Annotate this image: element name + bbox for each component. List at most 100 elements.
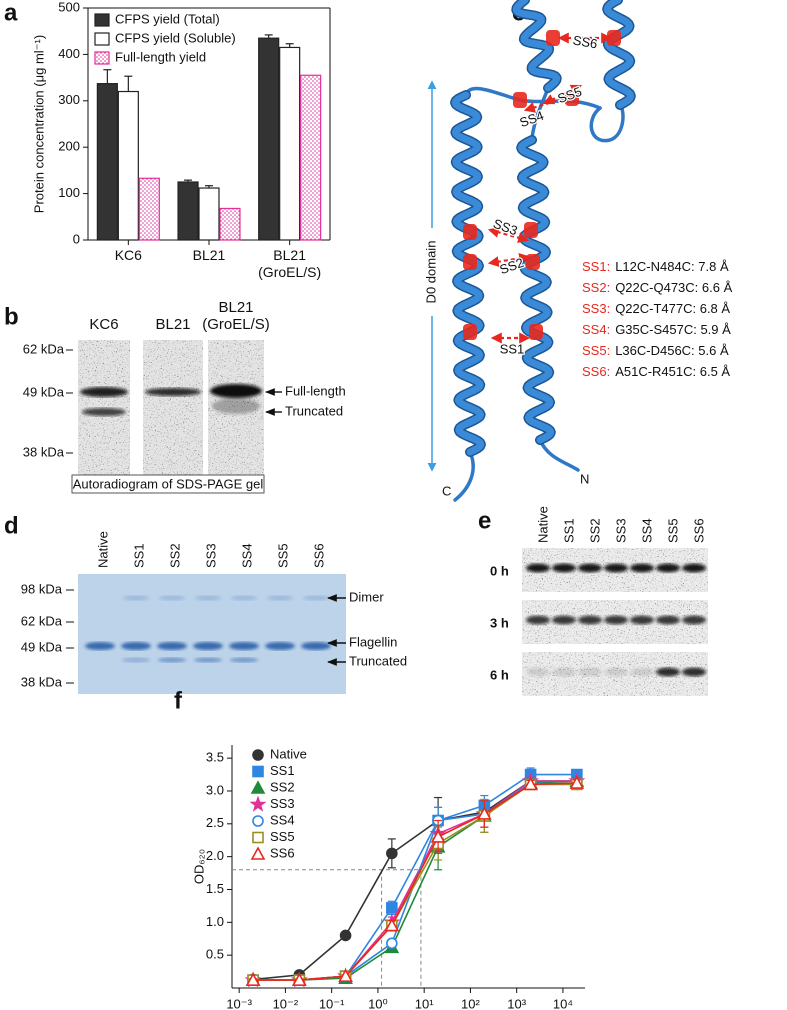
legend-label: SS6: [270, 845, 295, 860]
timepoint-label: 6 h: [490, 667, 509, 682]
error-bar: [124, 75, 133, 92]
x-tick-label: 10⁻²: [273, 996, 299, 1010]
gel-band: [552, 615, 576, 625]
legend-label: SS2: [270, 779, 295, 794]
bar: [258, 37, 280, 241]
error-bar: [205, 185, 213, 189]
bar: [117, 90, 139, 241]
lane-label: Native: [535, 506, 550, 543]
bond-legend-pair: A51C-R451C: 6.5 Å: [615, 364, 730, 379]
marker: [386, 937, 398, 950]
disulfide-arrow: [487, 226, 530, 244]
gel-band: [682, 615, 706, 625]
timepoint-label: 3 h: [490, 615, 509, 630]
marker: [252, 831, 264, 844]
error-bar: [264, 34, 273, 39]
cysteine-site: [513, 92, 527, 108]
y-tick-label: 3.0: [206, 782, 224, 797]
marker: [291, 972, 307, 986]
bond-legend-name: SS4:: [582, 322, 610, 337]
gel-band: [122, 657, 150, 663]
band-label: Truncated: [285, 403, 343, 418]
mw-marker-label: 49 kDa: [23, 384, 65, 399]
marker: [252, 815, 264, 827]
bar: [300, 74, 322, 241]
gel-band: [145, 388, 201, 396]
marker: [430, 829, 446, 843]
gel-band: [656, 563, 680, 573]
gel-band: [159, 595, 185, 601]
gel-band: [682, 667, 706, 677]
lane-label: SS5: [665, 518, 680, 543]
gel-band: [630, 667, 654, 677]
x-tick-label: 10⁴: [553, 996, 573, 1010]
gel-band: [229, 642, 259, 650]
bond-legend-entry: SS1: L12C-N484C: 7.8 Å: [582, 259, 729, 274]
band-label: Flagellin: [349, 634, 397, 649]
band-label: Full-length: [285, 383, 346, 398]
gel-band: [80, 387, 128, 397]
marker: [249, 795, 267, 812]
gel-band: [604, 563, 628, 573]
disulfide-label: SS2: [498, 255, 526, 278]
y-tick-label: 2.5: [206, 815, 224, 830]
bar: [96, 83, 118, 241]
bond-legend-entry: SS5: L36C-D456C: 5.6 Å: [582, 343, 729, 358]
marker: [477, 806, 492, 820]
domain-label: D0 domain: [423, 241, 438, 304]
x-tick-label: 10⁻¹: [319, 996, 345, 1010]
cysteine-site: [546, 30, 560, 46]
bond-legend-pair: Q22C-Q473C: 6.6 Å: [615, 280, 732, 295]
gel-band: [85, 642, 115, 650]
marker: [569, 775, 585, 789]
terminus-label: C: [442, 483, 451, 498]
disulfide-label: SS1: [500, 341, 525, 356]
cysteine-site: [463, 254, 477, 270]
gel-band: [158, 657, 186, 663]
bond-legend-entry: SS6: A51C-R451C: 6.5 Å: [582, 364, 730, 379]
gel-band: [301, 642, 331, 650]
gel-band: [193, 642, 223, 650]
y-tick-label: 0.5: [206, 947, 224, 962]
gel-band: [230, 657, 258, 663]
gel-band: [526, 667, 550, 677]
coomassie-gel: [78, 574, 346, 694]
legend-label: SS3: [270, 796, 295, 811]
cysteine-site: [529, 324, 543, 340]
marker: [250, 846, 266, 860]
legend-swatch: [94, 51, 110, 65]
loop: [453, 450, 475, 502]
gel-caption: Autoradiogram of SDS-PAGE gel: [73, 476, 264, 491]
marker: [252, 749, 264, 761]
x-tick-label: 10³: [507, 996, 526, 1010]
gel-band: [210, 384, 262, 398]
bond-legend-name: SS5:: [582, 343, 610, 358]
panel-letter: e: [478, 507, 491, 534]
bar: [279, 46, 301, 241]
bond-legend-name: SS6:: [582, 364, 610, 379]
bar: [177, 181, 199, 241]
lane-label: SS1: [131, 543, 146, 568]
marker: [386, 847, 398, 860]
gel-band: [656, 615, 680, 625]
y-tick-label: 400: [58, 46, 80, 61]
y-axis-label: Protein concentration (μg ml⁻¹): [31, 35, 46, 213]
bond-legend-name: SS1:: [582, 259, 610, 274]
gel-band: [265, 642, 295, 650]
gel-band: [195, 595, 221, 601]
x-tick-label: 10¹: [415, 996, 434, 1010]
gel-band: [630, 615, 654, 625]
disulfide-label: SS6: [572, 32, 599, 51]
bond-legend-pair: G35C-S457C: 5.9 Å: [615, 322, 731, 337]
cysteine-site: [524, 222, 538, 238]
bond-legend-name: SS3:: [582, 301, 610, 316]
legend-label: Full-length yield: [115, 49, 206, 64]
disulfide-label: SS3: [491, 216, 519, 239]
y-tick-label: 500: [58, 0, 80, 14]
gel-band: [604, 667, 628, 677]
gel-band: [212, 398, 260, 414]
legend-label: CFPS yield (Soluble): [115, 30, 236, 45]
gel-band: [578, 563, 602, 573]
lane-label: SS2: [587, 518, 602, 543]
